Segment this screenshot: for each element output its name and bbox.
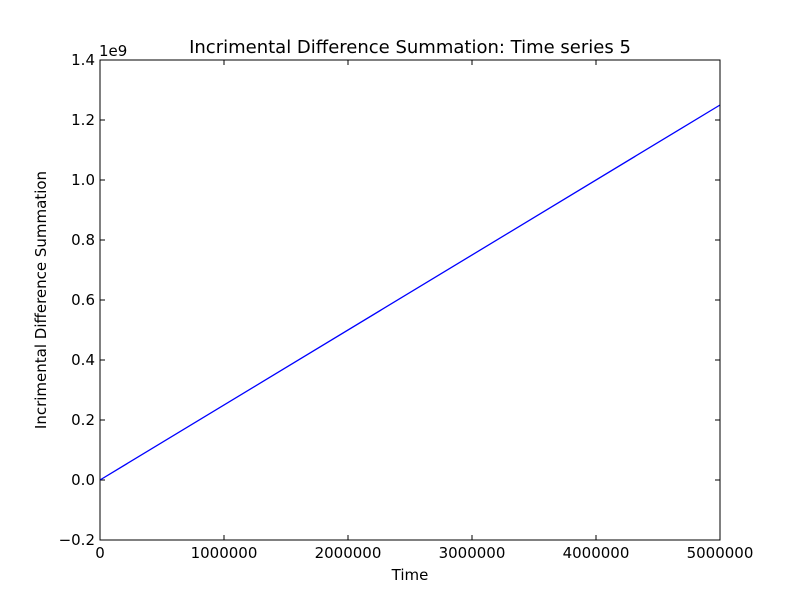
series-line <box>99 104 721 481</box>
series-layer <box>99 104 721 481</box>
y-tick-label: 0.8 <box>71 231 95 249</box>
x-tick-label: 4000000 <box>563 544 630 562</box>
plot-area-frame <box>99 59 721 541</box>
y-offset-label: 1e9 <box>99 42 127 60</box>
x-tick-label: 5000000 <box>687 544 754 562</box>
y-tick-label: 1.2 <box>71 111 95 129</box>
y-axis-label: Incrimental Difference Summation <box>32 171 50 429</box>
y-tick-label: 1.0 <box>71 171 95 189</box>
x-tick-label: 1000000 <box>191 544 258 562</box>
x-tick-label: 2000000 <box>315 544 382 562</box>
y-tick-label: 0.0 <box>71 471 95 489</box>
x-tick-label: 0 <box>95 544 105 562</box>
y-tick-label: 1.4 <box>71 51 95 69</box>
y-tick-label: −0.2 <box>59 531 95 549</box>
y-axis-ticks: −0.2 0.0 0.2 0.4 0.6 0.8 1.0 1.2 1.4 <box>59 51 720 549</box>
y-tick-label: 0.4 <box>71 351 95 369</box>
chart-title: Incrimental Difference Summation: Time s… <box>189 37 631 58</box>
x-tick-label: 3000000 <box>439 544 506 562</box>
x-axis-label: Time <box>391 566 429 584</box>
x-axis-ticks: 0 1000000 2000000 3000000 4000000 5000000 <box>95 60 753 562</box>
y-tick-label: 0.2 <box>71 411 95 429</box>
y-tick-label: 0.6 <box>71 291 95 309</box>
